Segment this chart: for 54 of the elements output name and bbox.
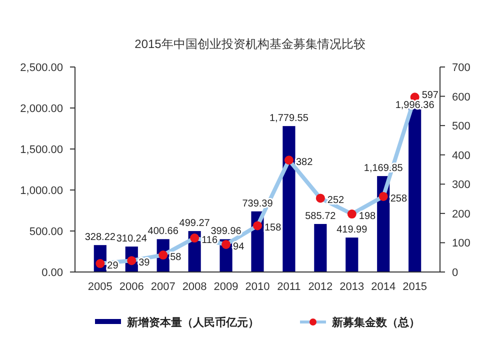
- y2-tick-label: 200: [452, 208, 470, 220]
- y-tick-label: 2,000.00: [20, 103, 63, 115]
- data-label: 310.24: [116, 234, 148, 245]
- y-tick-label: 500.00: [29, 226, 63, 238]
- x-tick-label: 2012: [308, 281, 333, 293]
- data-label: 94: [233, 241, 245, 252]
- data-label: 258: [390, 193, 408, 204]
- data-label: 198: [358, 211, 376, 222]
- y2-tick-label: 700: [452, 62, 470, 74]
- bar: [314, 224, 327, 272]
- y-tick-label: 0.00: [42, 267, 63, 279]
- y2-tick-label: 300: [452, 179, 470, 192]
- y2-tick-label: 500: [452, 120, 470, 133]
- legend-label: 新募集金数（总）: [331, 316, 420, 329]
- y2-tick-label: 100: [452, 238, 470, 250]
- data-label: 1,169.85: [364, 163, 404, 174]
- x-tick-label: 2015: [402, 281, 428, 293]
- data-label: 382: [296, 157, 314, 168]
- bar: [408, 108, 422, 272]
- data-label: 419.99: [336, 224, 368, 236]
- data-label: 39: [138, 258, 150, 269]
- data-label: 58: [170, 252, 182, 264]
- x-tick-label: 2011: [277, 281, 301, 293]
- data-label: 585.72: [305, 210, 336, 222]
- data-label: 399.96: [210, 226, 242, 238]
- data-label: 116: [202, 235, 218, 246]
- y2-tick-label: 0: [452, 267, 458, 279]
- y-tick-label: 1,500.00: [20, 144, 63, 156]
- x-tick-label: 2008: [182, 281, 207, 293]
- data-label: 1,779.55: [269, 113, 309, 124]
- x-tick-label: 2009: [214, 281, 238, 293]
- data-label: 1,996.36: [395, 100, 435, 111]
- data-label: 499.27: [179, 218, 210, 230]
- x-tick-label: 2006: [119, 281, 144, 293]
- data-label: 29: [107, 260, 119, 272]
- data-label: 597: [422, 90, 439, 102]
- y2-tick-label: 600: [452, 91, 470, 104]
- x-tick-label: 2010: [245, 281, 270, 293]
- y2-tick-label: 400: [452, 150, 470, 162]
- data-label: 739.39: [242, 198, 274, 210]
- bar: [282, 126, 296, 272]
- data-label: 158: [264, 222, 282, 234]
- x-tick-label: 2013: [340, 281, 364, 293]
- data-label: 400.66: [148, 226, 179, 238]
- y-tick-label: 1,000.00: [20, 185, 63, 197]
- bar: [346, 238, 358, 272]
- x-tick-label: 2014: [371, 281, 396, 293]
- data-label: 252: [327, 195, 345, 206]
- x-tick-label: 2007: [150, 281, 176, 293]
- data-label: 328.22: [84, 232, 116, 244]
- chart-title: 2015年中国创业投资机构基金募集情况比较: [134, 37, 366, 51]
- legend-label: 新增资本量（人民币亿元）: [126, 316, 259, 329]
- x-tick-label: 2005: [88, 281, 112, 293]
- y-tick-label: 2,500.00: [20, 62, 63, 74]
